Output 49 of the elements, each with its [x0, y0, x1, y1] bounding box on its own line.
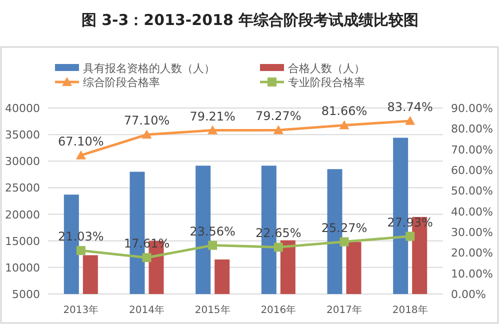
x-tick-label: 2018年 — [392, 304, 428, 316]
data-label: 67.10% — [58, 134, 104, 148]
data-label: 17.61% — [124, 236, 170, 251]
data-label: 77.10% — [124, 114, 170, 128]
y-tick-label: 20000 — [5, 208, 40, 222]
point — [208, 240, 218, 250]
data-label: 27.93% — [387, 215, 433, 230]
point — [406, 232, 415, 241]
point — [142, 130, 152, 139]
y2-tick-label: 70.00% — [451, 143, 493, 156]
y-tick-label: 15000 — [5, 234, 40, 248]
x-tick-label: 2013年 — [63, 304, 99, 316]
x-tick-label: 2014年 — [129, 304, 164, 316]
data-label: 79.27% — [256, 109, 302, 124]
y2-tick-label: 40.00% — [451, 205, 493, 218]
y-tick-label: 10000 — [5, 261, 40, 274]
y2-tick-label: 60.00% — [451, 164, 493, 177]
y2-tick-label: 30.00% — [451, 226, 493, 239]
point — [142, 253, 152, 262]
y2-tick-label: 90.00% — [451, 102, 493, 115]
y2-tick-label: 50.00% — [451, 184, 493, 198]
data-label: 83.74% — [387, 100, 433, 114]
point — [273, 125, 284, 134]
legend-label: 综合阶段合格率 — [83, 76, 160, 89]
y-tick-label: 30000 — [5, 155, 40, 168]
point — [405, 116, 416, 125]
point — [76, 150, 86, 160]
point — [76, 246, 86, 256]
point — [339, 120, 350, 130]
point — [208, 125, 218, 134]
data-label: 79.21% — [190, 109, 236, 124]
y-tick-label: 40000 — [5, 102, 40, 115]
x-tick-label: 2015年 — [194, 304, 230, 316]
chart-title: 图 3-3：2013-2018 年综合阶段考试成绩比较图 — [81, 11, 419, 29]
y2-tick-label: 0.00% — [451, 288, 486, 301]
y2-tick-label: 20.00% — [451, 246, 493, 260]
y2-tick-label: 80.00% — [451, 122, 493, 136]
y-tick-label: 25000 — [5, 182, 40, 195]
legend-label: 合格人数（人） — [288, 62, 365, 75]
point — [340, 237, 349, 246]
legend-label: 具有报名资格的人数（人） — [83, 62, 215, 75]
y2-tick-label: 10.00% — [451, 267, 493, 280]
x-tick-label: 2016年 — [260, 304, 296, 316]
legend-label: 专业阶段合格率 — [288, 76, 365, 89]
point — [274, 242, 283, 252]
y-tick-label: 5000 — [12, 288, 40, 301]
x-tick-label: 2017年 — [326, 304, 362, 316]
data-label: 81.66% — [321, 104, 368, 118]
y-tick-label: 35000 — [5, 128, 40, 142]
